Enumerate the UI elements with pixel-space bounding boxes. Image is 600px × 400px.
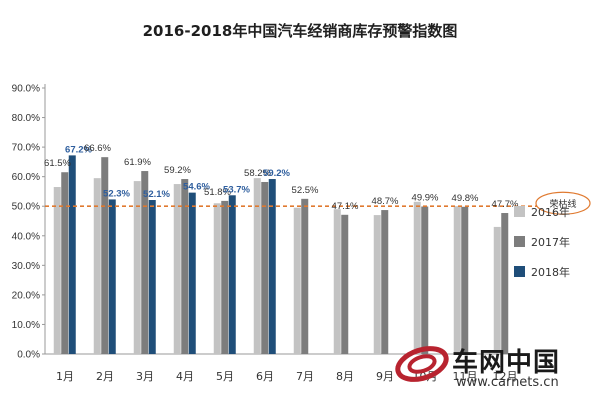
data-label-2017: 52.5% (292, 185, 319, 196)
car-logo-icon (395, 346, 449, 382)
bar-2018年 (148, 200, 156, 354)
watermark-brand: 车网中国 (452, 348, 561, 378)
bar-2017年 (341, 214, 349, 354)
bar-2018年 (68, 155, 76, 354)
bar-2016年 (173, 184, 181, 354)
data-label-2017: 59.2% (164, 165, 191, 176)
data-label-2017: 66.6% (84, 143, 111, 154)
data-label-2017: 51.8% (204, 187, 231, 198)
x-tick-label: 2月 (96, 370, 114, 383)
bar-2017年 (261, 181, 269, 354)
y-tick-label: 70.0% (12, 143, 40, 154)
bar-2016年 (373, 215, 381, 354)
bar-2016年 (213, 203, 221, 354)
bar-2016年 (453, 206, 461, 354)
bar-2017年 (141, 171, 149, 354)
threshold-label: 荣枯线 (549, 198, 576, 210)
bar-2017年 (421, 206, 429, 354)
x-tick-label: 12月 (493, 370, 518, 383)
bar-2018年 (228, 195, 236, 354)
legend-swatch-2016年 (514, 206, 525, 217)
x-tick-label: 8月 (336, 370, 354, 383)
data-label-2018: 52.3% (103, 188, 130, 199)
bar-2018年 (268, 179, 276, 354)
legend-label: 2016年 (531, 205, 570, 219)
bar-2016年 (253, 178, 261, 354)
bar-2016年 (493, 226, 501, 354)
bar-2017年 (381, 210, 389, 354)
y-tick-label: 10.0% (12, 320, 40, 331)
bar-2016年 (53, 187, 61, 354)
y-tick-label: 0.0% (17, 350, 40, 361)
y-tick-label: 20.0% (12, 290, 40, 301)
data-label-2018: 53.7% (223, 184, 250, 195)
bar-2016年 (293, 207, 301, 354)
x-tick-label: 7月 (296, 370, 314, 383)
x-tick-label: 5月 (216, 370, 234, 383)
y-tick-label: 60.0% (12, 172, 40, 183)
bar-2017年 (461, 206, 469, 354)
x-tick-label: 4月 (176, 370, 194, 383)
data-label-2018: 67.2% (65, 144, 92, 155)
y-tick-label: 40.0% (12, 231, 40, 242)
x-tick-label: 6月 (256, 370, 274, 383)
bar-2018年 (188, 192, 196, 354)
y-tick-label: 30.0% (12, 261, 40, 272)
bar-2017年 (181, 179, 189, 354)
bar-2017年 (301, 198, 309, 354)
bar-2017年 (501, 213, 509, 354)
bar-2016年 (133, 181, 141, 354)
x-tick-label: 9月 (376, 370, 394, 383)
data-label-2017: 47.1% (332, 201, 359, 212)
bar-2016年 (93, 178, 101, 354)
y-tick-label: 90.0% (12, 84, 40, 95)
y-tick-label: 80.0% (12, 113, 40, 124)
bar-2016年 (333, 209, 341, 354)
data-label-2018: 54.6% (183, 182, 210, 193)
data-label-2017: 61.9% (124, 157, 151, 168)
legend-label: 2017年 (531, 235, 570, 249)
data-label-2017: 47.7% (492, 199, 519, 210)
data-label-2017: 58.2% (244, 168, 271, 179)
x-tick-label: 11月 (453, 370, 478, 383)
data-label-2018: 59.2% (263, 168, 290, 179)
watermark-url: www.carnets.cn (456, 375, 559, 390)
bar-2017年 (221, 200, 229, 354)
data-label-2017: 48.7% (372, 196, 399, 207)
bar-2017年 (61, 172, 69, 354)
bar-2016年 (413, 201, 421, 354)
watermark: 车网中国 www.carnets.cn (394, 342, 594, 394)
bar-2017年 (101, 157, 109, 354)
threshold-callout (535, 191, 591, 215)
data-label-2018: 52.1% (143, 189, 170, 200)
legend-swatch-2017年 (514, 236, 525, 247)
x-tick-label: 1月 (56, 370, 74, 383)
x-tick-label: 3月 (136, 370, 154, 383)
data-label-2017: 49.8% (452, 193, 479, 204)
chart-title: 2016-2018年中国汽车经销商库存预警指数图 (142, 22, 458, 40)
data-label-2017: 61.5% (44, 158, 71, 169)
legend-swatch-2018年 (514, 266, 525, 277)
bar-2018年 (108, 199, 116, 354)
y-tick-label: 50.0% (12, 202, 40, 213)
data-label-2017: 49.9% (412, 193, 439, 204)
legend-label: 2018年 (531, 265, 570, 279)
